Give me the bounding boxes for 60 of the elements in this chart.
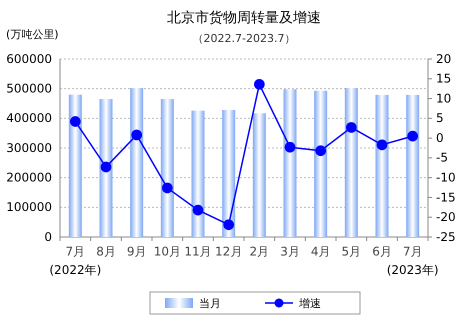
point [407,130,418,142]
x-tick-label: 10月 [154,244,181,259]
point [192,204,204,216]
x-tick-label: 3月 [280,244,300,259]
x-tick-label: 9月 [126,244,146,259]
point [162,182,173,194]
bar [252,113,266,237]
bar [344,88,358,237]
y2-tick-label: -25 [436,230,456,244]
y-tick-label: 300000 [6,140,52,155]
point [100,162,112,172]
bar [314,90,328,237]
text: (2022年) [49,263,102,277]
chart-subtitle: （2022.7-2023.7） [192,32,296,45]
point [284,142,296,153]
x-tick-label: 4月 [310,244,330,259]
y-tick-label: 500000 [6,82,52,96]
bar [160,99,174,237]
x-tick-label: 7月 [402,244,422,259]
y2-tick-label: 20 [436,52,452,66]
y-tick-label: 0 [44,230,52,244]
y2-tick-label: -10 [436,170,456,185]
point [131,130,142,140]
x-tick-label: 2月 [250,244,270,259]
bar [100,99,112,237]
bar [192,110,204,237]
bar [284,89,296,237]
point [346,122,357,133]
y2-tick-label: 0 [436,130,444,145]
y-axis-title: (万吨公里) [6,28,59,41]
bar [130,88,144,237]
bar [68,94,82,237]
point [315,145,326,156]
y-tick-label: 600000 [6,52,52,66]
x-tick-label: 5月 [342,244,362,259]
y2-tick-label: 15 [436,72,452,86]
y-tick-label: 100000 [6,200,52,214]
x-tick-label: 7月 [66,244,86,259]
point [223,219,234,230]
y2-tick-label: -5 [436,150,448,165]
x-tick-label: 8月 [96,244,116,259]
point [70,116,81,127]
x-tick-label: 6月 [372,244,392,259]
bar [376,94,388,237]
x-tick-label: 12月 [215,244,242,259]
legend-label: 当月 [199,297,221,310]
y2-tick-label: -20 [436,210,456,224]
x-tick-label: 11月 [184,244,212,259]
y2-tick-label: 10 [436,91,452,106]
text: (2023年) [386,263,439,277]
y-tick-label: 200000 [6,170,52,185]
y2-tick-label: 5 [436,111,444,126]
y2-tick-label: -15 [436,190,456,204]
legend-label: 增速 [298,297,321,310]
chart-title: 北京市货物周转量及增速 [167,10,321,26]
point [254,78,265,90]
bar [406,94,420,237]
point [376,139,388,150]
y-tick-label: 400000 [6,111,52,126]
bar [222,110,236,237]
